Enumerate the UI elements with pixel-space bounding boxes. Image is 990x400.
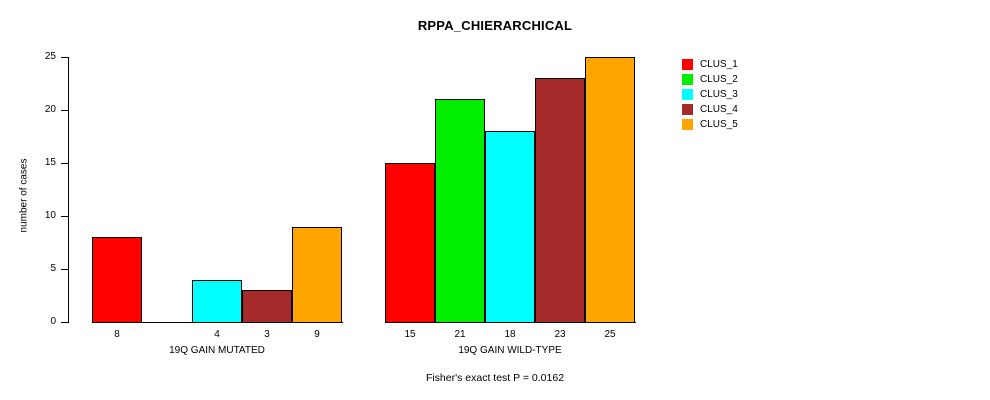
legend-color-swatch-icon bbox=[682, 74, 693, 85]
legend-item: CLUS_2 bbox=[682, 72, 738, 87]
y-axis-line bbox=[68, 57, 69, 323]
y-axis-tick-label: 25 bbox=[44, 51, 56, 62]
legend-item: CLUS_4 bbox=[682, 102, 738, 117]
bar-value-label: 18 bbox=[504, 329, 516, 340]
legend-item: CLUS_5 bbox=[682, 117, 738, 132]
statistical-test-annotation: Fisher's exact test P = 0.0162 bbox=[425, 372, 565, 384]
legend-item-label: CLUS_1 bbox=[700, 58, 738, 70]
y-axis-tick bbox=[61, 322, 68, 323]
y-axis-tick-label: 20 bbox=[44, 104, 56, 115]
y-axis-title: number of cases bbox=[18, 158, 30, 233]
y-axis-tick-label: 10 bbox=[44, 210, 56, 221]
bar bbox=[92, 237, 142, 323]
bar-value-label: 15 bbox=[404, 329, 416, 340]
y-axis-tick bbox=[61, 216, 68, 217]
bar-value-label: 4 bbox=[214, 329, 220, 340]
bar bbox=[292, 226, 342, 323]
bar-value-label: 8 bbox=[114, 329, 120, 340]
chart-title: RPPA_CHIERARCHICAL bbox=[417, 18, 573, 33]
y-axis-tick-label: 15 bbox=[44, 157, 56, 168]
y-axis-tick-label: 0 bbox=[50, 316, 56, 327]
bar bbox=[385, 163, 435, 323]
y-axis-tick bbox=[61, 57, 68, 58]
bar bbox=[435, 99, 485, 323]
y-axis-tick bbox=[61, 269, 68, 270]
legend-color-swatch-icon bbox=[682, 89, 693, 100]
bar-value-label: 23 bbox=[554, 329, 566, 340]
bar bbox=[192, 279, 242, 323]
legend-item: CLUS_3 bbox=[682, 87, 738, 102]
bar bbox=[585, 57, 635, 323]
y-axis-tick bbox=[61, 163, 68, 164]
legend-color-swatch-icon bbox=[682, 104, 693, 115]
group-label-1: 19Q GAIN MUTATED bbox=[169, 345, 265, 356]
legend-item-label: CLUS_5 bbox=[700, 118, 738, 130]
legend-color-swatch-icon bbox=[682, 119, 693, 130]
bar-value-label: 9 bbox=[314, 329, 320, 340]
bar-value-label: 21 bbox=[454, 329, 466, 340]
group-label-2: 19Q GAIN WILD-TYPE bbox=[458, 345, 562, 356]
bar bbox=[485, 131, 535, 323]
y-axis-tick bbox=[61, 110, 68, 111]
bar-value-label: 25 bbox=[604, 329, 616, 340]
y-axis-tick-label: 5 bbox=[50, 263, 56, 274]
bar bbox=[242, 290, 292, 323]
legend-color-swatch-icon bbox=[682, 59, 693, 70]
legend-item-label: CLUS_4 bbox=[700, 103, 738, 115]
legend: CLUS_1 CLUS_2 CLUS_3 CLUS_4 CLUS_5 bbox=[682, 57, 738, 132]
bar-value-label: 3 bbox=[264, 329, 270, 340]
legend-item: CLUS_1 bbox=[682, 57, 738, 72]
legend-item-label: CLUS_3 bbox=[700, 88, 738, 100]
legend-item-label: CLUS_2 bbox=[700, 73, 738, 85]
bar bbox=[535, 78, 585, 323]
